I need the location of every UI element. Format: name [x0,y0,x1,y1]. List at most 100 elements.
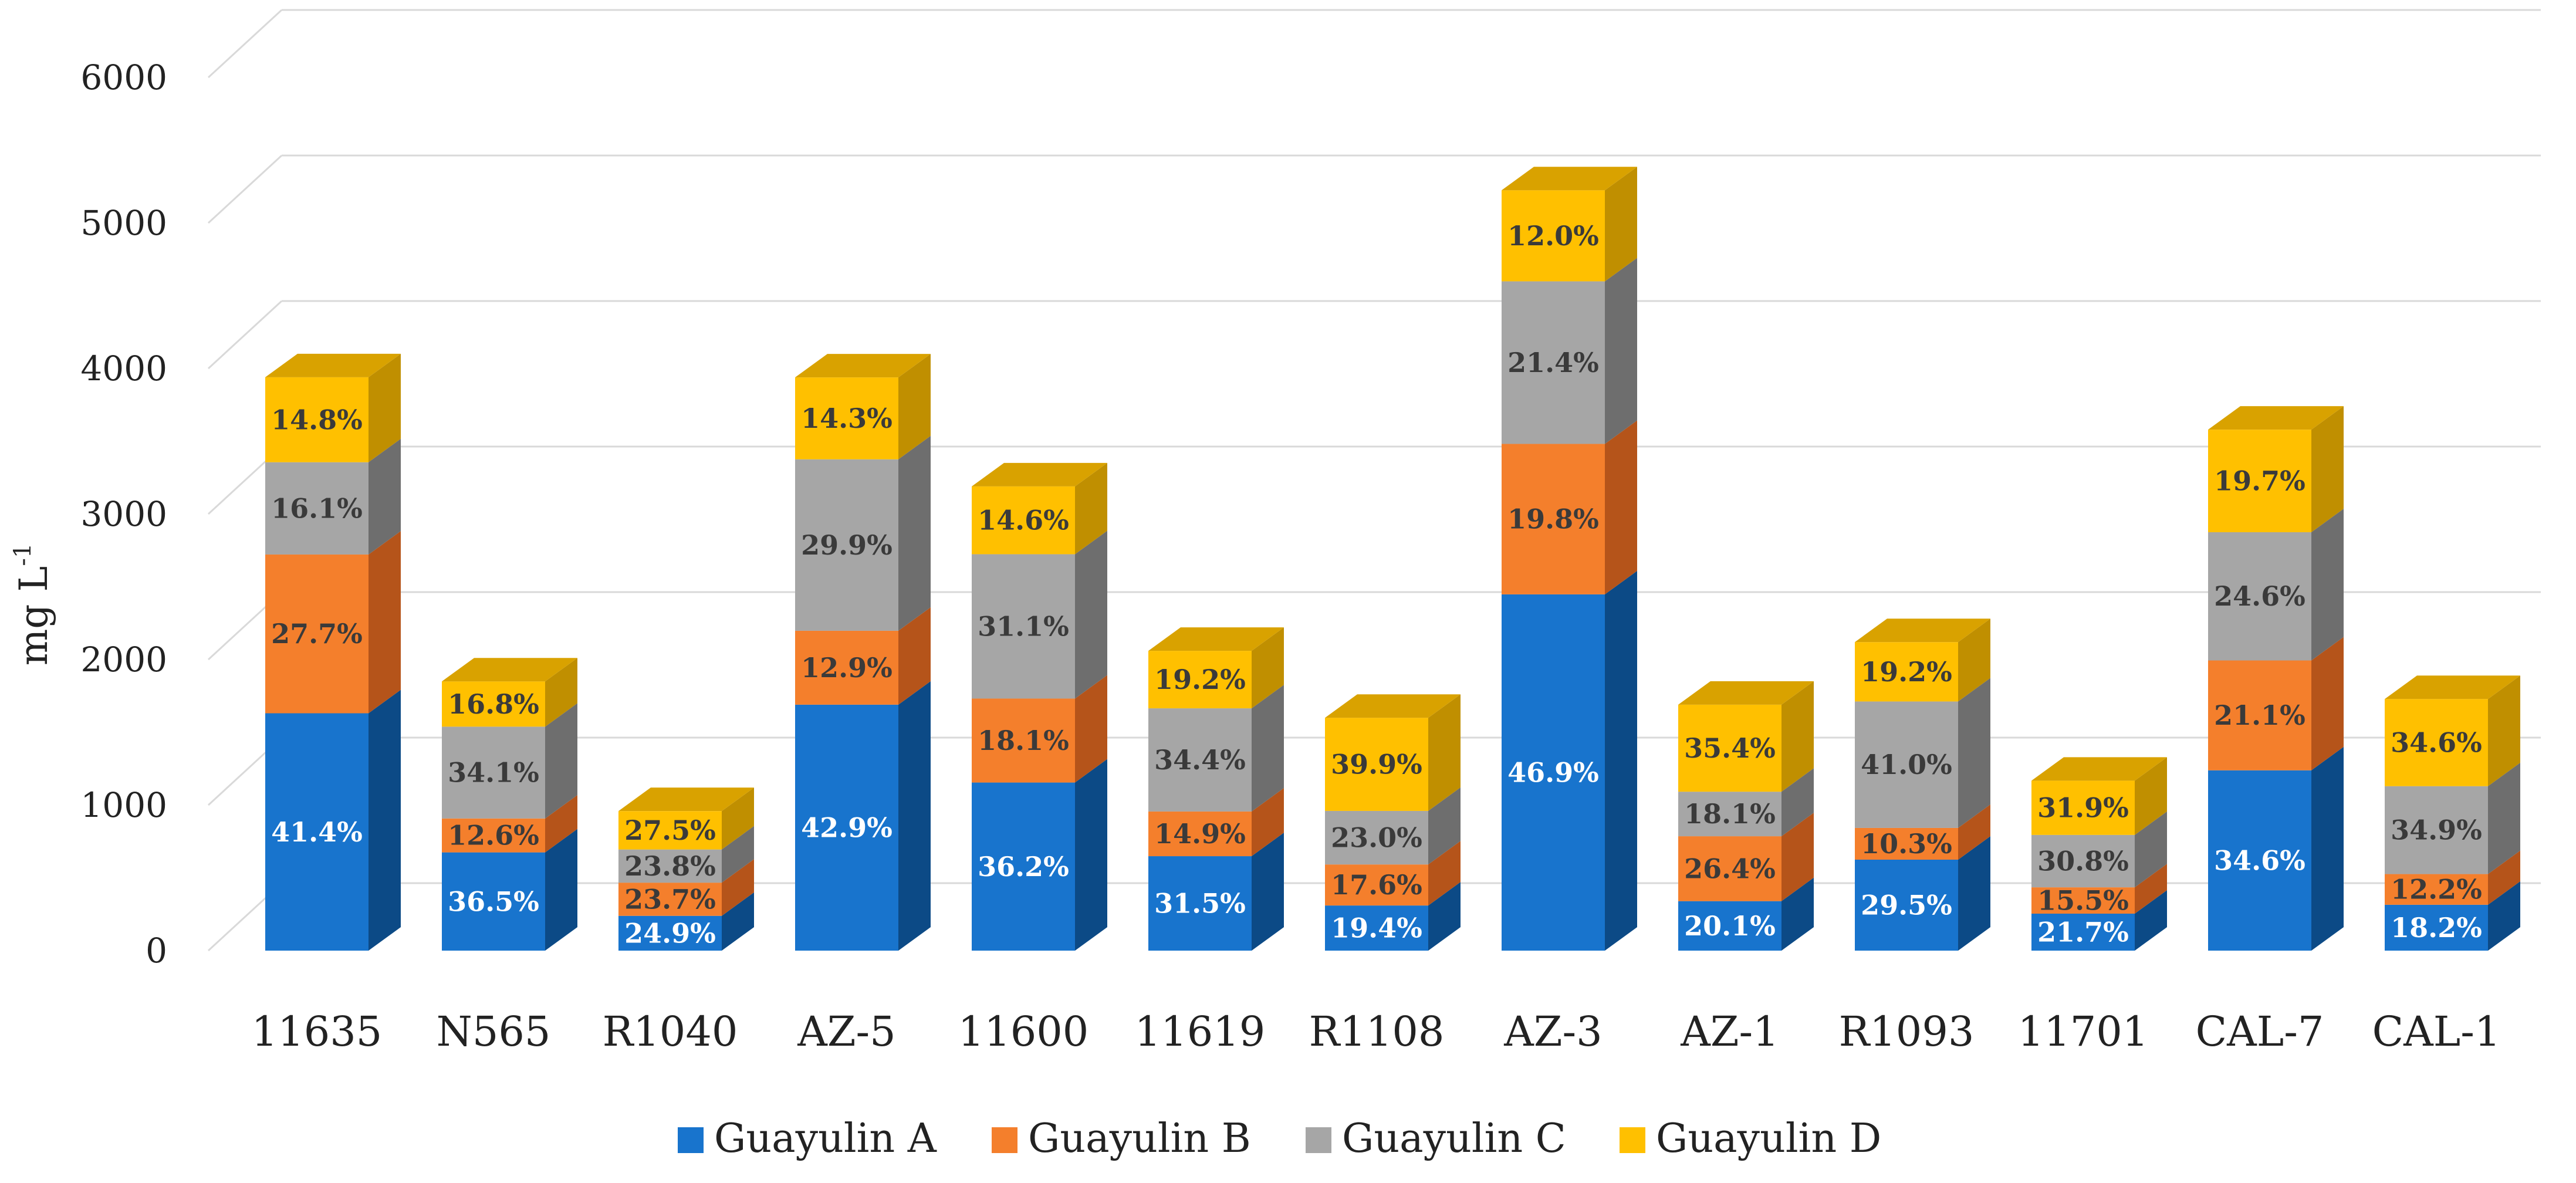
bar-segment-side [1075,675,1107,783]
bar-segment-side [2488,762,2520,874]
bar-segment-side [1781,681,1814,792]
bar-segment-side [898,607,931,705]
bar-segment-front [265,713,369,951]
data-label: 16.1% [271,492,363,524]
data-label: 14.6% [978,505,1069,536]
bar-segment-side [369,530,401,714]
data-label: 24.9% [624,917,716,949]
data-label: 30.8% [2037,845,2129,877]
data-label: 26.4% [1684,853,1776,884]
data-label: 29.9% [801,529,893,561]
data-label: 31.1% [978,610,1069,642]
data-label: 19.7% [2214,465,2305,497]
x-category-label: R1093 [1839,1008,1975,1056]
gridline-slant [207,300,283,370]
bar-segment-side [1428,882,1461,951]
data-label: 17.6% [1331,869,1422,901]
bar-segment-front [618,849,722,883]
bar-segment-front [1502,444,1605,594]
y-axis-ticks: 0 1000 2000 3000 4000 5000 6000 [80,58,167,971]
bar-segment-side [1781,768,1814,837]
bar-stack-11619: 31.5% 14.9% 34.4% 19.2% [1148,627,1284,951]
y-tick-label: 2000 [80,640,167,680]
bar-stack-11635: 41.4% 27.7% 16.1% 14.8% [265,353,401,951]
bar-segment-side [722,787,754,850]
legend-item: Guayulin C [1306,1116,1566,1162]
data-label: 23.7% [624,883,716,915]
bar-segment-front [972,554,1075,699]
data-label: 10.3% [1861,828,1952,860]
bar-segment-side [1605,167,1637,282]
bar-segment-front [795,377,898,459]
bar-segment-side [898,681,931,951]
bar-segment-side [722,892,754,951]
legend-swatch [678,1127,704,1153]
data-label: 23.0% [1331,822,1422,854]
bar-segment-front [442,852,545,951]
y-tick-label: 6000 [80,58,167,97]
data-label: 41.0% [1861,749,1952,780]
data-label: 34.4% [1154,744,1246,776]
bar-segment-side [2311,509,2344,661]
bar-segment-front [972,486,1075,555]
bar-segment-front [1502,594,1605,951]
bar-segment-side [1075,759,1107,951]
bar-stack-N565: 36.5% 12.6% 34.1% 16.8% [442,658,577,951]
bar-segment-front [1325,718,1428,811]
data-label: 23.8% [624,850,716,882]
bar-segment-side [545,703,577,819]
bar-segment-top [2385,675,2520,699]
bar-segment-side [2135,890,2167,951]
bar-segment-top [972,462,1107,486]
bar-segment-side [2488,850,2520,905]
bar-segment-front [1325,810,1428,865]
data-label: 18.1% [1684,798,1776,830]
bar-segment-front [1855,827,1958,860]
bar-segment-front [2031,834,2135,888]
y-tick-label: 0 [146,931,167,971]
data-label: 46.9% [1507,756,1599,788]
legend-item: Guayulin A [678,1116,937,1162]
bar-stack-R1093: 29.5% 10.3% 41.0% 19.2% [1855,618,1990,951]
data-label: 39.9% [1331,749,1422,780]
data-label: 16.8% [448,688,539,720]
bar-segment-side [1781,813,1814,901]
bar-segment-front [1325,905,1428,951]
bar-segment-front [1325,864,1428,906]
bar-segment-front [265,554,369,714]
bar-segment-side [1252,833,1284,951]
bar-stack-R1040: 24.9%23.7%23.8% 27.5% [618,787,754,951]
x-category-label: CAL-7 [2196,1008,2324,1056]
bar-segment-side [545,829,577,951]
bar-segment-side [1075,530,1107,699]
x-category-label: R1108 [1309,1008,1445,1056]
bar-segment-top [1325,694,1461,718]
bar-segment-side [722,826,754,883]
bar-segment-side [1781,877,1814,951]
data-label: 34.9% [2391,814,2482,846]
x-category-label: AZ-3 [1503,1008,1602,1056]
bar-segment-front [1678,901,1781,951]
bar-segment-front [1855,701,1958,828]
bar-segment-front [1678,792,1781,837]
bar-segment-top [1678,681,1814,705]
bar-segment-top [1148,627,1284,651]
bar-segment-front [1502,190,1605,282]
bar-segment-front [795,704,898,951]
bar-segment-side [545,795,577,853]
data-label: 14.8% [271,404,363,435]
bar-segment-side [1958,678,1990,828]
legend-swatch [1620,1127,1645,1153]
bar-segment-front [265,377,369,462]
bar-segment-side [369,438,401,555]
bar-segment-side [1428,787,1461,865]
bar-segment-front [2208,770,2311,951]
bar-segment-side [1252,787,1284,857]
data-label: 19.2% [1154,664,1246,695]
bar-segment-side [898,435,931,631]
legend-swatch [1306,1127,1331,1153]
x-category-label: 11701 [2018,1008,2149,1056]
data-label: 18.2% [2391,912,2482,944]
data-label: 21.4% [1507,347,1599,378]
